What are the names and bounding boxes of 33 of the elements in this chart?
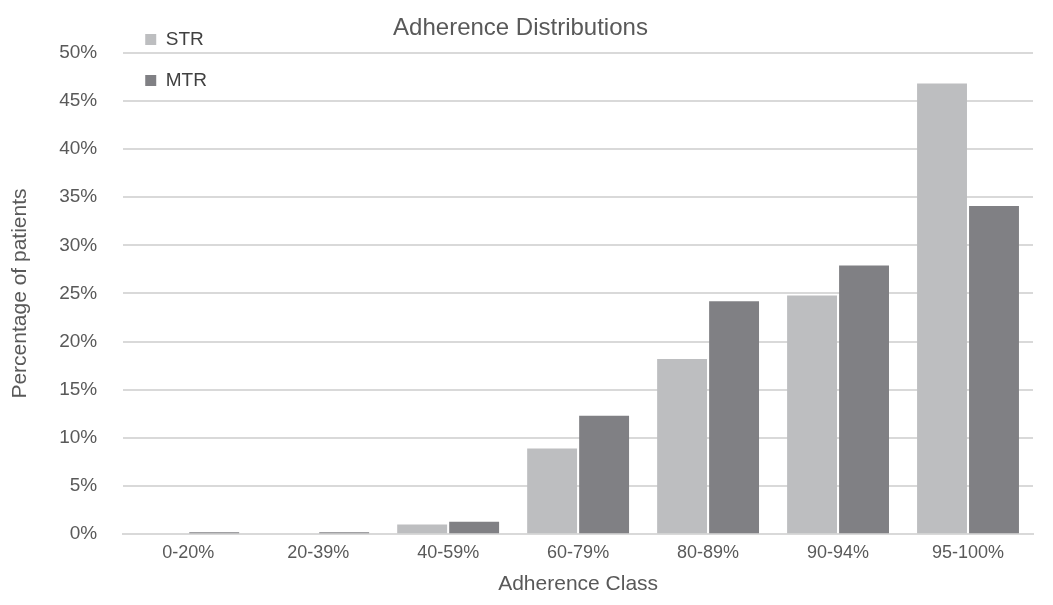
y-tick-label: 50% xyxy=(59,41,98,63)
y-tick-label: 25% xyxy=(59,281,98,303)
y-axis-title: Percentage of patients xyxy=(7,188,31,399)
y-tick-label: 30% xyxy=(59,233,98,255)
legend-label: MTR xyxy=(165,68,207,90)
x-tick-label: 80-89% xyxy=(677,541,740,562)
x-tick-label: 60-79% xyxy=(547,541,610,562)
y-tick-label: 45% xyxy=(59,89,98,111)
bar xyxy=(839,265,889,534)
x-tick-label: 0-20% xyxy=(162,541,215,562)
bar xyxy=(709,301,760,534)
y-tick-label: 0% xyxy=(69,522,98,544)
x-tick-label: 95-100% xyxy=(931,541,1005,562)
y-tick-label: 10% xyxy=(59,426,98,448)
bar xyxy=(917,83,967,534)
bar xyxy=(787,295,838,534)
y-tick-label: 5% xyxy=(69,474,98,496)
bar xyxy=(657,358,708,534)
y-tick-label: 15% xyxy=(59,378,98,400)
y-tick-label: 40% xyxy=(59,137,98,159)
x-tick-label: 90-94% xyxy=(807,541,870,562)
legend-label: STR xyxy=(165,27,204,49)
x-axis-title: Adherence Class xyxy=(498,571,659,595)
y-tick-label: 35% xyxy=(59,185,98,207)
bar xyxy=(397,524,448,534)
y-tick-label: 20% xyxy=(59,329,98,351)
bar xyxy=(579,415,630,534)
bar xyxy=(969,205,1019,534)
bar xyxy=(527,448,578,534)
x-tick-label: 40-59% xyxy=(417,541,480,562)
chart-title: Adherence Distributions xyxy=(393,13,648,41)
x-tick-label: 20-39% xyxy=(287,541,350,562)
bar xyxy=(449,521,500,534)
